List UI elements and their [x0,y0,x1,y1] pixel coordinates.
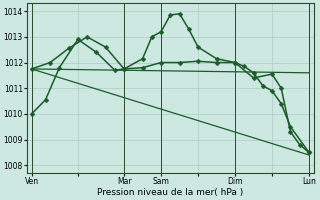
X-axis label: Pression niveau de la mer( hPa ): Pression niveau de la mer( hPa ) [97,188,244,197]
